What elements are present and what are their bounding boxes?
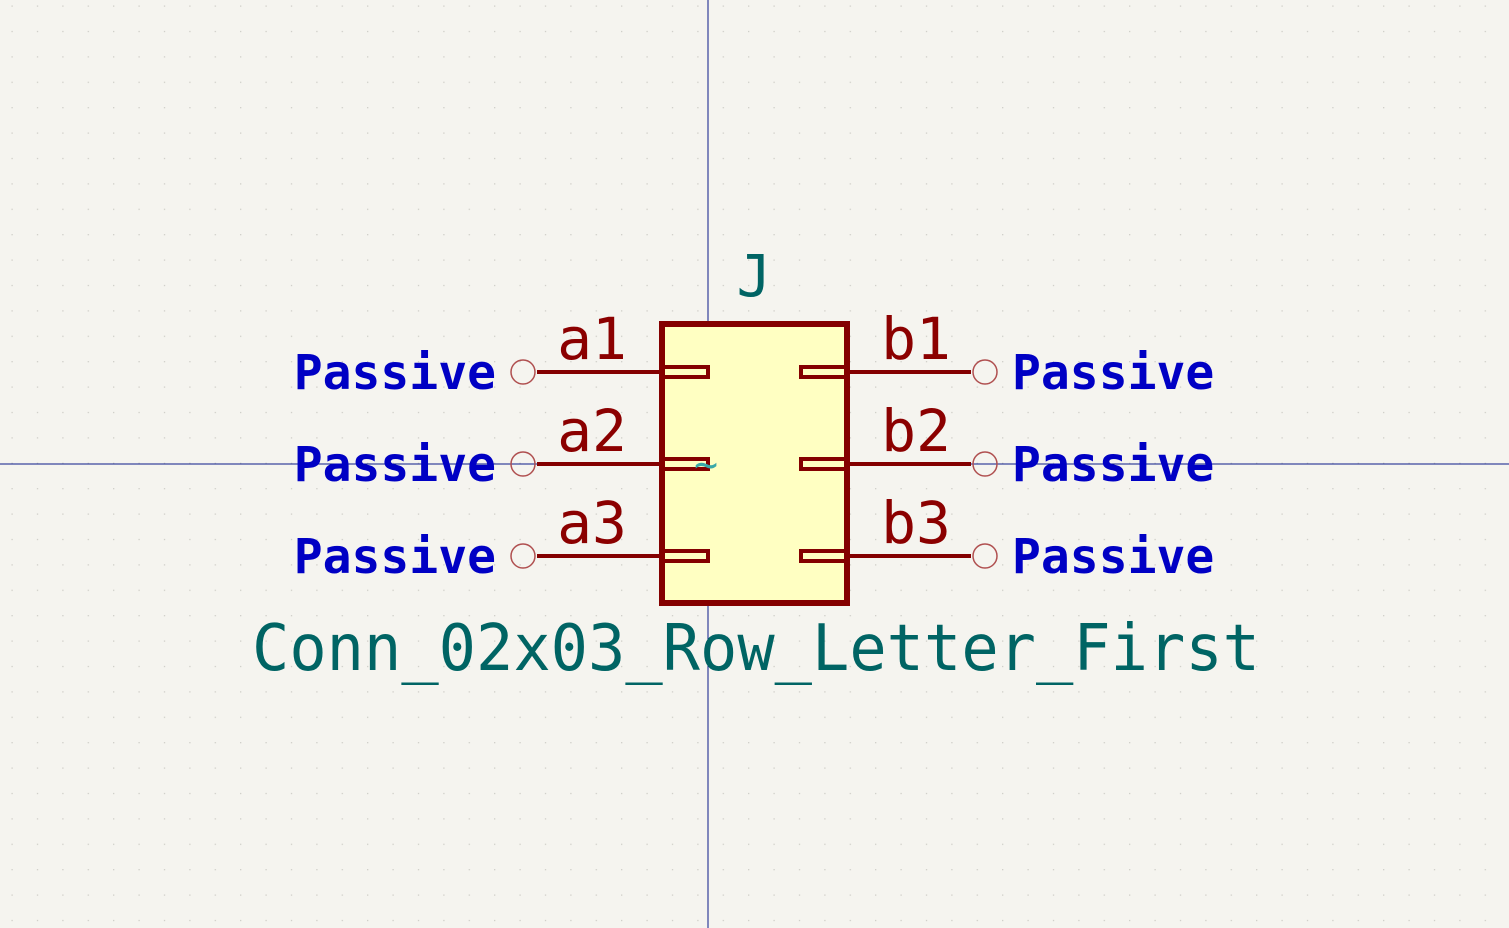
pin-b3[interactable]: b3 Passive [847,489,1214,585]
pin-end-circle [972,451,998,477]
pin-name-b1: b1 [881,305,951,373]
pin-end-circle [510,451,536,477]
pin-type-a1: Passive [294,345,496,401]
pin-type-b2: Passive [1012,437,1214,493]
reference-field[interactable]: J [737,242,772,310]
pin-b2[interactable]: b2 Passive [847,397,1214,493]
pin-type-b3: Passive [1012,529,1214,585]
value-field[interactable]: Conn_02x03_Row_Letter_First [252,612,1260,686]
pin-a2[interactable]: a2 Passive [294,397,662,493]
pin-type-a3: Passive [294,529,496,585]
connector-symbol[interactable]: a1 Passive a2 Passive a3 Passive b1 Pass… [252,242,1260,686]
pin-end-circle [972,543,998,569]
pin-name-b2: b2 [881,397,951,465]
pin-type-a2: Passive [294,437,496,493]
pin-a1[interactable]: a1 Passive [294,305,662,401]
pin-name-a2: a2 [557,397,627,465]
pin-b1[interactable]: b1 Passive [847,305,1214,401]
pin-end-circle [972,359,998,385]
pin-name-a1: a1 [557,305,627,373]
symbol-anchor-glyph: ~ [694,442,718,488]
pin-name-a3: a3 [557,489,627,557]
pin-end-circle [510,543,536,569]
pin-type-b1: Passive [1012,345,1214,401]
pin-end-circle [510,359,536,385]
pin-name-b3: b3 [881,489,951,557]
pin-a3[interactable]: a3 Passive [294,489,662,585]
